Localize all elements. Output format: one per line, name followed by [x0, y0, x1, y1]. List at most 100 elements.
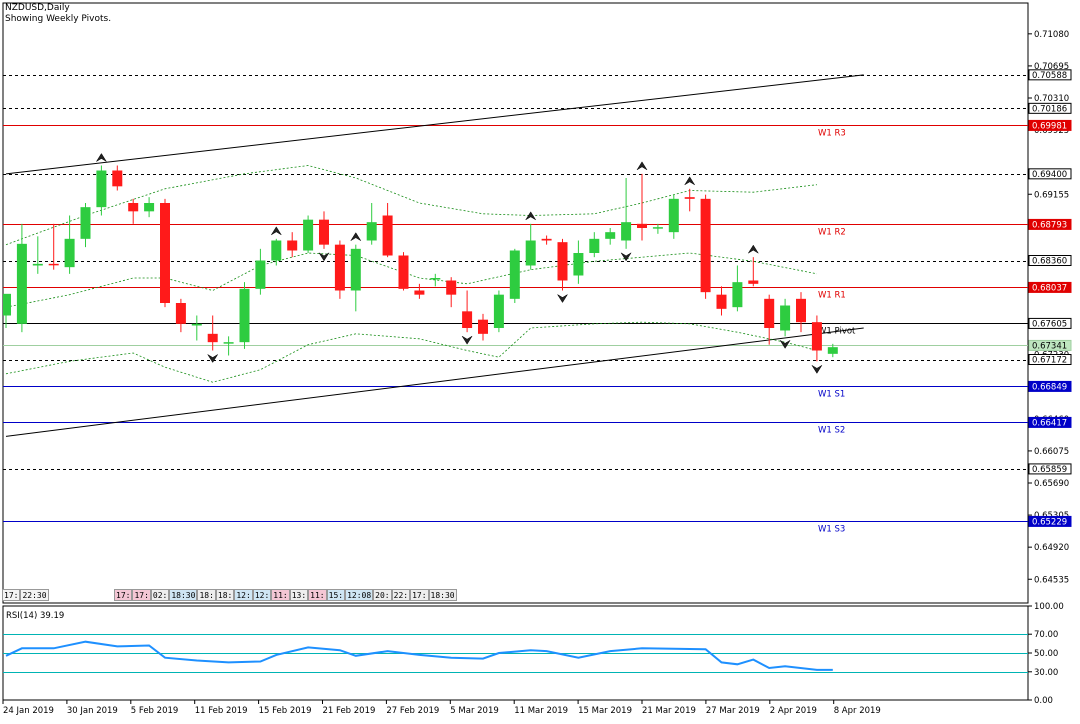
fractal-arrow-icon: [779, 340, 791, 349]
candle-body[interactable]: [175, 303, 186, 324]
candle-body[interactable]: [716, 294, 727, 309]
y-axis-tick-label: 0.70695: [1034, 62, 1069, 72]
candle-body[interactable]: [160, 203, 170, 303]
candle-body[interactable]: [827, 347, 838, 354]
candle-body[interactable]: [541, 238, 552, 241]
timer-box: 15:: [326, 589, 346, 601]
x-axis-tick-label: 21 Mar 2019: [642, 706, 696, 716]
candle-body[interactable]: [271, 240, 282, 261]
timer-box: 17:: [132, 589, 151, 601]
candle-body[interactable]: [700, 198, 711, 293]
candle-body[interactable]: [287, 240, 298, 251]
price-tag-label: 0.65859: [1032, 465, 1067, 475]
fractal-arrow-icon: [525, 211, 536, 221]
price-tag: [1028, 463, 1072, 475]
rsi-label: RSI(14) 39.19: [6, 611, 64, 621]
candle-body[interactable]: [414, 290, 425, 295]
candle-body[interactable]: [303, 219, 314, 251]
price-tag: [1028, 317, 1072, 329]
candle-body[interactable]: [319, 219, 329, 245]
candle-body[interactable]: [493, 294, 504, 328]
candle-body[interactable]: [430, 278, 441, 280]
timer-box: 22:: [391, 589, 411, 601]
candle-body[interactable]: [64, 238, 75, 268]
candle-body[interactable]: [780, 305, 791, 331]
candle-body[interactable]: [748, 280, 759, 284]
candle-body[interactable]: [732, 282, 743, 308]
fractal-arrow-icon: [557, 294, 568, 303]
candle-body[interactable]: [573, 253, 584, 276]
rsi-axis-tick-label: 0.00: [1034, 696, 1053, 706]
candle-body[interactable]: [509, 250, 520, 299]
candle-body[interactable]: [398, 255, 409, 289]
x-axis-tick-label: 5 Mar 2019: [450, 706, 498, 716]
candle-body[interactable]: [334, 244, 345, 291]
candle-body[interactable]: [255, 260, 266, 289]
rsi-axis-tick-label: 100.00: [1034, 602, 1064, 612]
candle-body[interactable]: [557, 242, 568, 281]
candle-body[interactable]: [128, 203, 139, 212]
candle-body[interactable]: [32, 263, 43, 266]
candle-body[interactable]: [811, 322, 822, 351]
timer-box: 11:: [271, 589, 290, 601]
candle-body[interactable]: [1, 293, 11, 316]
candle-body[interactable]: [191, 323, 202, 326]
candle-body[interactable]: [48, 263, 59, 266]
candle-body[interactable]: [112, 170, 123, 187]
candle-body[interactable]: [668, 198, 679, 233]
candle-body[interactable]: [589, 238, 600, 253]
candle-body[interactable]: [366, 222, 377, 241]
y-axis-tick-label: 0.70310: [1034, 94, 1069, 104]
candle-body[interactable]: [382, 215, 393, 256]
candle-body[interactable]: [621, 222, 632, 241]
candle-body[interactable]: [350, 248, 361, 291]
price-tag-label: 0.68037: [1032, 283, 1067, 293]
candle-body[interactable]: [637, 223, 647, 228]
candle-body[interactable]: [462, 311, 473, 328]
fractal-arrow-icon: [811, 365, 823, 374]
price-tag-label: 0.65229: [1032, 517, 1067, 527]
price-tag: [1028, 119, 1072, 131]
candle-body[interactable]: [478, 319, 488, 334]
price-tag: [1028, 218, 1072, 230]
candle-body[interactable]: [684, 197, 695, 199]
band-mid-line: [5, 252, 817, 308]
candle-body[interactable]: [96, 170, 107, 208]
price-tag-label: 0.67605: [1032, 319, 1067, 329]
price-tag-label: 0.67341: [1032, 341, 1067, 351]
pivot-label: W1 S3: [818, 525, 845, 535]
candle-body[interactable]: [652, 227, 663, 229]
candle-body[interactable]: [80, 207, 91, 239]
trendline: [5, 327, 864, 437]
x-axis-tick-label: 15 Feb 2019: [259, 706, 312, 716]
candle-body[interactable]: [764, 298, 775, 328]
y-axis-tick-label: 0.69925: [1034, 126, 1069, 136]
candle-body[interactable]: [796, 298, 806, 323]
candle-body[interactable]: [223, 342, 234, 344]
price-tag: [1028, 102, 1072, 114]
pivot-label: W1 R1: [818, 291, 846, 301]
candle-body[interactable]: [239, 288, 250, 343]
candle-body[interactable]: [446, 280, 457, 295]
x-axis-tick-label: 21 Feb 2019: [323, 706, 376, 716]
candle-body[interactable]: [16, 243, 27, 324]
fractal-arrow-icon: [271, 226, 282, 236]
candle-body[interactable]: [144, 203, 155, 212]
x-axis-tick-label: 24 Jan 2019: [3, 706, 54, 716]
price-tag-label: 0.66417: [1032, 418, 1067, 428]
price-tag: [1028, 168, 1072, 180]
price-tag: [1028, 416, 1072, 428]
candle-body[interactable]: [525, 240, 536, 266]
price-tag: [1028, 515, 1072, 527]
candle-body[interactable]: [605, 232, 616, 239]
chart-subtitle: Showing Weekly Pivots.: [5, 14, 112, 24]
price-tag-label: 0.70186: [1032, 104, 1067, 114]
pivot-label: W1 R2: [818, 228, 846, 238]
y-axis-tick-label: 0.69155: [1034, 190, 1069, 200]
timer-box: 12:: [234, 589, 253, 601]
x-axis-tick-label: 11 Mar 2019: [514, 706, 568, 716]
y-axis-tick-label: 0.64920: [1034, 543, 1069, 553]
candle-body[interactable]: [207, 333, 218, 343]
